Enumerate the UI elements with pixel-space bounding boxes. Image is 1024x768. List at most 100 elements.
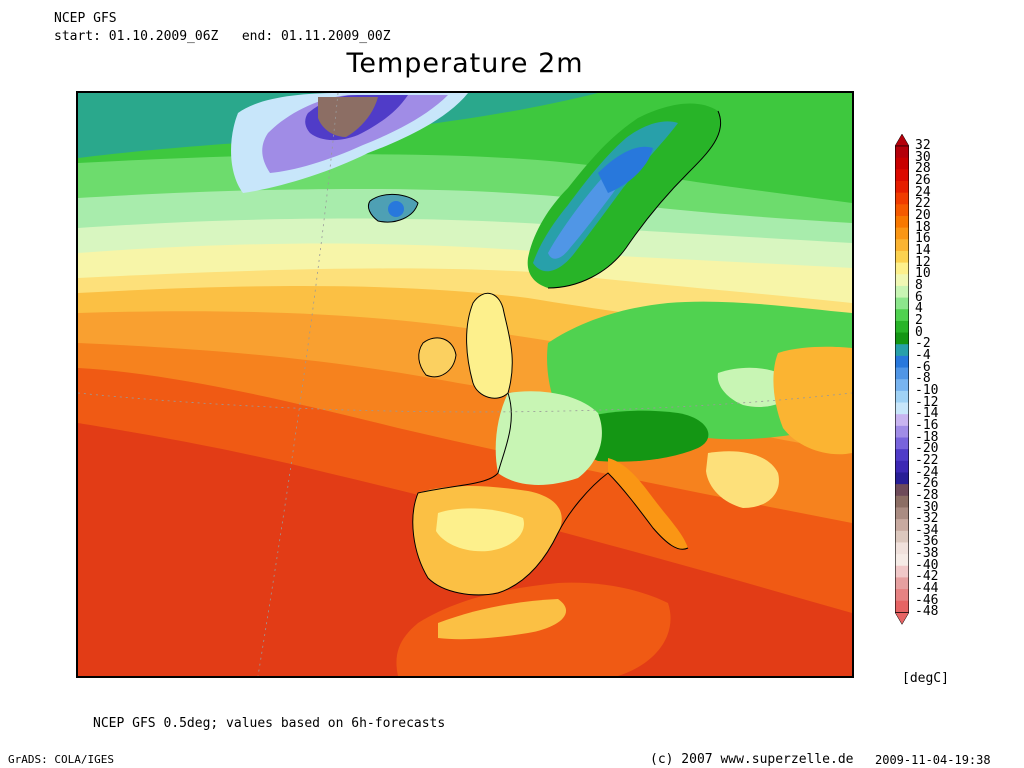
legend-label: -18: [915, 429, 939, 445]
legend-swatch: [895, 157, 909, 170]
legend-swatch: [895, 297, 909, 310]
legend-swatch: [895, 250, 909, 264]
legend-label: 24: [915, 184, 931, 200]
legend-label: -10: [915, 382, 939, 398]
legend-swatch: [895, 472, 909, 485]
iceland-glacier: [388, 201, 404, 217]
legend-swatch: [895, 425, 909, 438]
legend-label: -36: [915, 534, 939, 550]
legend-label: 12: [915, 254, 931, 270]
data-note: NCEP GFS 0.5deg; values based on 6h-fore…: [93, 716, 446, 731]
atlas-mountains: [438, 599, 567, 640]
legend-label: -22: [915, 452, 939, 468]
software-credit: GrADS: COLA/IGES: [8, 753, 114, 766]
legend-label: 20: [915, 208, 931, 223]
legend-swatch: [895, 204, 909, 217]
legend-label: 26: [915, 173, 931, 188]
legend-swatch: [895, 565, 909, 578]
legend-label: 22: [915, 196, 931, 212]
legend-label: -30: [915, 499, 939, 515]
legend-swatch: [895, 367, 909, 380]
legend-label: -8: [915, 371, 931, 387]
legend-label: -46: [915, 592, 939, 608]
legend-label: -26: [915, 476, 939, 492]
alps: [567, 410, 709, 462]
legend-label: 16: [915, 231, 931, 247]
legend-swatch: [895, 192, 909, 205]
graticule-lon: [257, 93, 339, 676]
legend-label: -16: [915, 417, 939, 433]
balkans: [706, 451, 779, 508]
legend-swatch: [895, 355, 909, 369]
legend-arrow-down: [894, 612, 910, 625]
legend-swatch: [895, 169, 909, 182]
legend-label: 4: [915, 301, 923, 317]
legend-swatch: [895, 542, 909, 555]
legend-label: 8: [915, 277, 923, 293]
legend-swatch: [895, 414, 909, 427]
legend-label: 28: [915, 161, 931, 177]
legend-swatch: [895, 519, 909, 532]
legend-swatch: [895, 600, 909, 613]
legend-label: -12: [915, 394, 939, 410]
legend-swatch: [895, 390, 909, 404]
legend-label: -44: [915, 581, 939, 597]
legend-swatch: [895, 554, 909, 567]
legend-swatch: [895, 437, 909, 450]
italy: [608, 458, 688, 550]
legend-swatch: [895, 262, 909, 275]
map-title: Temperature 2m: [346, 48, 584, 79]
legend-swatch: [895, 449, 909, 462]
legend-swatch: [895, 344, 909, 357]
legend-label: -2: [915, 336, 931, 352]
legend-label: -38: [915, 546, 939, 562]
legend-swatch: [895, 332, 909, 345]
legend-label: 18: [915, 219, 931, 235]
legend-swatch: [895, 507, 909, 520]
legend-swatch: [895, 274, 909, 287]
legend-label: 6: [915, 289, 923, 305]
legend-label: -34: [915, 522, 939, 538]
legend-label: 32: [915, 138, 931, 153]
legend-swatch: [895, 309, 909, 322]
legend-swatch: [895, 285, 909, 299]
legend-swatch: [895, 180, 909, 194]
ireland: [418, 337, 456, 377]
legend-swatch: [895, 402, 909, 415]
temperature-map[interactable]: [76, 91, 854, 678]
legend-label: 10: [915, 266, 931, 282]
legend-label: -32: [915, 511, 939, 527]
legend-swatch: [895, 239, 909, 252]
legend-label: 0: [915, 324, 923, 340]
model-name: NCEP GFS: [54, 11, 117, 26]
forecast-period: start: 01.10.2009_06Z end: 01.11.2009_00…: [54, 29, 391, 44]
temperature-map-canvas: [78, 93, 852, 676]
legend-frame: [895, 145, 909, 613]
legend-label: -42: [915, 569, 939, 585]
legend-label: -40: [915, 557, 939, 573]
coast-iceland: [367, 194, 419, 223]
legend-swatch: [895, 379, 909, 392]
legend-label: 30: [915, 149, 931, 165]
timestamp: 2009-11-04-19:38: [875, 753, 991, 767]
legend-swatch: [895, 484, 909, 497]
legend-swatch: [895, 146, 909, 159]
coast-scandinavia: [547, 110, 722, 289]
anatolia-east: [773, 346, 852, 455]
lapland-cold: [598, 146, 653, 193]
legend-swatch: [895, 577, 909, 590]
legend-label: -48: [915, 604, 939, 620]
legend-swatch: [895, 320, 909, 334]
legend-swatch: [895, 589, 909, 602]
legend-swatch: [895, 215, 909, 229]
color-legend: [894, 133, 910, 634]
coast-ireland: [418, 337, 457, 378]
legend-label: -14: [915, 406, 939, 422]
copyright: (c) 2007 www.superzelle.de: [650, 752, 854, 767]
legend-label: -24: [915, 464, 939, 480]
great-britain: [466, 293, 513, 399]
coast-southwest: [412, 392, 689, 596]
color-legend-bar: [894, 133, 910, 625]
legend-label: -28: [915, 487, 939, 503]
meseta: [436, 508, 524, 552]
